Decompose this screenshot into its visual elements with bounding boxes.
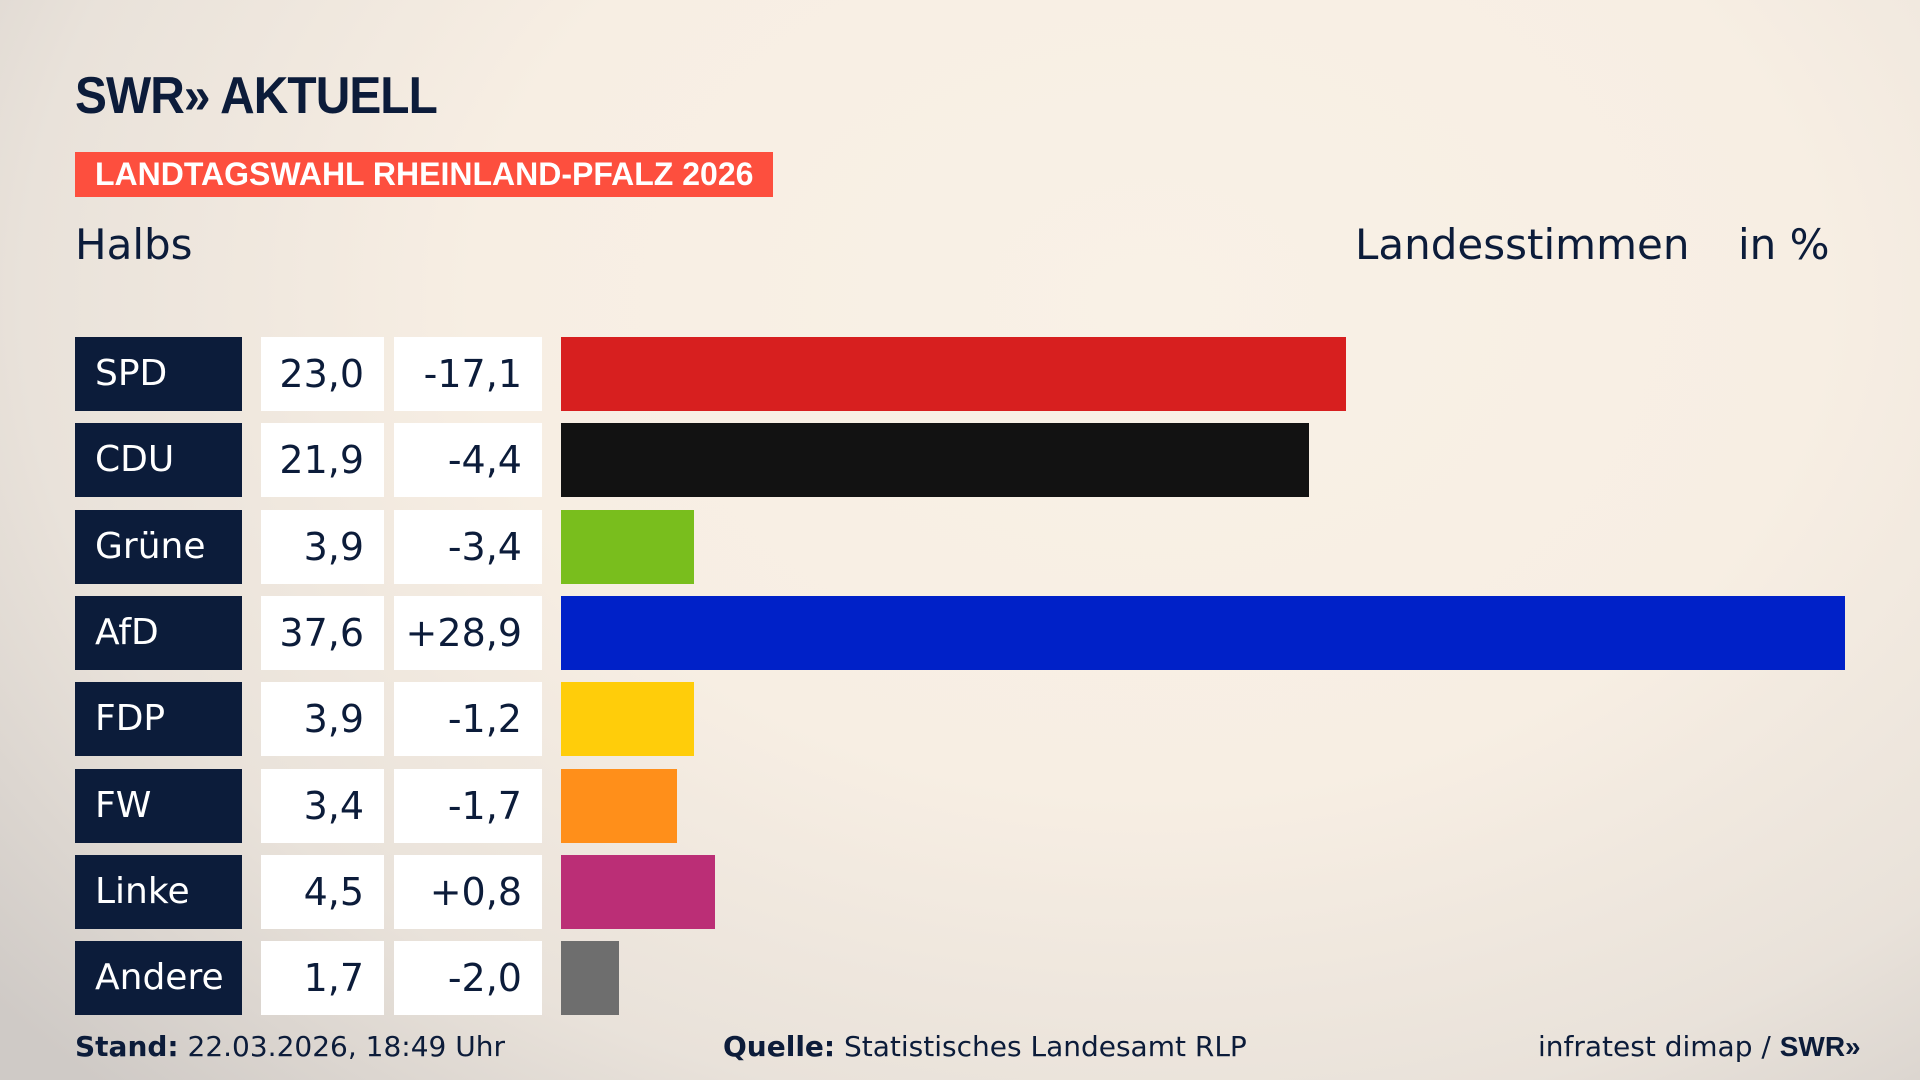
bar: [561, 854, 715, 929]
vote-share: 3,9: [261, 682, 384, 757]
stand-value: 22.03.2026, 18:49 Uhr: [178, 1030, 505, 1063]
vote-change: -3,4: [394, 509, 542, 584]
vote-change: -1,2: [394, 682, 542, 757]
bar: [561, 682, 695, 757]
result-row: SPD 23,0 -17,1: [75, 337, 1875, 411]
vote-change: -1,7: [394, 768, 542, 843]
vote-share: 37,6: [261, 595, 384, 670]
vote-share: 4,5: [261, 854, 384, 929]
bar: [561, 595, 1845, 670]
source-label: Quelle:: [723, 1030, 836, 1063]
result-row: CDU 21,9 -4,4: [75, 423, 1875, 498]
party-name: FDP: [75, 682, 242, 757]
result-row: FDP 3,9 -1,2: [75, 682, 1875, 757]
result-row: Linke 4,5 +0,8: [75, 854, 1875, 929]
source: Quelle: Statistisches Landesamt RLP: [723, 1030, 1247, 1063]
result-row: FW 3,4 -1,7: [75, 768, 1875, 843]
result-row: AfD 37,6 +28,9: [75, 595, 1875, 670]
election-banner: LANDTAGSWAHL RHEINLAND-PFALZ 2026: [75, 152, 774, 197]
result-row: Andere 1,7 -2,0: [75, 941, 1875, 1016]
vote-share: 3,4: [261, 768, 384, 843]
unit-label: in %: [1738, 220, 1830, 269]
stand-label: Stand:: [75, 1030, 179, 1063]
bar: [561, 337, 1347, 411]
vote-share: 21,9: [261, 423, 384, 498]
vote-change: -2,0: [394, 941, 542, 1016]
party-name: Grüne: [75, 509, 242, 584]
timestamp: Stand: 22.03.2026, 18:49 Uhr: [75, 1030, 505, 1063]
swr-logo: SWR»: [1779, 1031, 1861, 1062]
party-name: CDU: [75, 423, 242, 498]
party-name: SPD: [75, 337, 242, 411]
bar: [561, 423, 1309, 498]
credit-text: infratest dimap /: [1538, 1030, 1780, 1063]
vote-change: +0,8: [394, 854, 542, 929]
vote-share: 23,0: [261, 337, 384, 411]
party-name: FW: [75, 768, 242, 843]
bar: [561, 768, 678, 843]
party-name: Andere: [75, 941, 242, 1016]
vote-share: 3,9: [261, 509, 384, 584]
vote-change: +28,9: [394, 595, 542, 670]
source-value: Statistisches Landesamt RLP: [835, 1030, 1247, 1063]
vote-change: -17,1: [394, 337, 542, 411]
party-name: Linke: [75, 854, 242, 929]
swr-aktuell-logo: SWR» AKTUELL: [75, 67, 438, 125]
bar: [561, 509, 695, 584]
vote-change: -4,4: [394, 423, 542, 498]
result-row: Grüne 3,9 -3,4: [75, 509, 1875, 584]
vote-type-label: Landesstimmen: [1355, 220, 1690, 269]
credit: infratest dimap / SWR»: [1538, 1030, 1861, 1063]
party-name: AfD: [75, 595, 242, 670]
bar: [561, 941, 620, 1016]
vote-share: 1,7: [261, 941, 384, 1016]
location-title: Halbs: [75, 220, 193, 269]
